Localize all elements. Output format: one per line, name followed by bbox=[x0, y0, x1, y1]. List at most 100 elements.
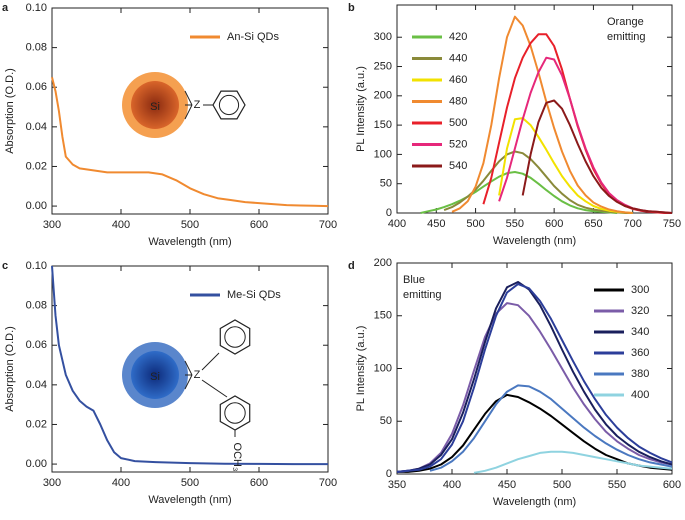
y-tick-label: 100 bbox=[374, 148, 392, 160]
x-tick-label: 400 bbox=[388, 218, 406, 230]
legend-label: 340 bbox=[631, 326, 649, 338]
x-tick-label: 350 bbox=[388, 479, 406, 491]
legend-label: 540 bbox=[449, 160, 467, 172]
y-tick-label: 0.06 bbox=[26, 339, 47, 351]
x-axis-label: Wavelength (nm) bbox=[493, 496, 576, 508]
y-axis-label: Absorption (O.D.) bbox=[4, 326, 16, 412]
y-tick-label: 200 bbox=[374, 257, 392, 269]
x-tick-label: 750 bbox=[663, 218, 681, 230]
x-tick-label: 700 bbox=[319, 477, 337, 489]
y-axis-label: PL Intensity (a.u.) bbox=[355, 66, 367, 152]
particle-core bbox=[131, 81, 179, 129]
x-tick-label: 400 bbox=[443, 479, 461, 491]
y-tick-label: 0 bbox=[386, 207, 392, 219]
series-line bbox=[429, 384, 673, 472]
series-line bbox=[498, 56, 673, 214]
bond bbox=[184, 90, 193, 106]
inset-label: Si bbox=[150, 371, 160, 383]
ring bbox=[212, 90, 246, 120]
ring bbox=[219, 319, 251, 355]
legend-label: 400 bbox=[631, 389, 649, 401]
x-tick-label: 550 bbox=[506, 218, 524, 230]
y-tick-label: 150 bbox=[374, 119, 392, 131]
legend-label: 500 bbox=[449, 117, 467, 129]
y-tick-label: 0.00 bbox=[26, 200, 47, 212]
ring-inner bbox=[218, 94, 240, 116]
particle-core bbox=[131, 351, 179, 399]
y-tick-label: 150 bbox=[374, 310, 392, 322]
y-tick-label: 0.10 bbox=[26, 260, 47, 272]
ring-inner bbox=[224, 402, 246, 424]
y-tick-label: 250 bbox=[374, 60, 392, 72]
legend-label: 360 bbox=[631, 347, 649, 359]
x-tick-label: 600 bbox=[250, 219, 268, 231]
y-tick-label: 0.04 bbox=[26, 379, 47, 391]
plot-frame bbox=[51, 265, 329, 473]
panel-label: b bbox=[348, 2, 355, 14]
inset-label: Z bbox=[194, 99, 201, 111]
x-tick-label: 700 bbox=[319, 219, 337, 231]
ring-inner bbox=[224, 326, 246, 348]
legend-label: 420 bbox=[449, 31, 467, 43]
series-line bbox=[451, 15, 633, 214]
y-axis-label: Absorption (O.D.) bbox=[4, 68, 16, 154]
series-line bbox=[420, 171, 618, 214]
x-tick-label: 600 bbox=[663, 479, 681, 491]
legend-label: 520 bbox=[449, 138, 467, 150]
series-line bbox=[396, 302, 673, 473]
x-tick-label: 400 bbox=[112, 219, 130, 231]
inset-label: OCH₃ bbox=[231, 443, 243, 472]
x-tick-label: 500 bbox=[181, 219, 199, 231]
y-tick-label: 100 bbox=[374, 362, 392, 374]
x-tick-label: 300 bbox=[43, 477, 61, 489]
x-tick-label: 450 bbox=[498, 479, 516, 491]
x-tick-label: 600 bbox=[545, 218, 563, 230]
x-tick-label: 650 bbox=[584, 218, 602, 230]
series-line bbox=[498, 117, 633, 214]
bond bbox=[201, 352, 220, 371]
legend-label: 440 bbox=[449, 52, 467, 64]
x-tick-label: 550 bbox=[608, 479, 626, 491]
x-axis-label: Wavelength (nm) bbox=[493, 235, 576, 247]
x-axis-label: Wavelength (nm) bbox=[148, 494, 231, 506]
legend-label: 320 bbox=[631, 305, 649, 317]
y-tick-label: 0.02 bbox=[26, 418, 47, 430]
x-tick-label: 500 bbox=[181, 477, 199, 489]
y-tick-label: 0.00 bbox=[26, 458, 47, 470]
x-tick-label: 500 bbox=[466, 218, 484, 230]
panel-label: a bbox=[2, 2, 9, 14]
bond bbox=[184, 360, 193, 376]
plot-frame bbox=[51, 7, 329, 215]
y-axis-label: PL Intensity (a.u.) bbox=[355, 326, 367, 412]
legend-label: Me-Si QDs bbox=[227, 289, 281, 301]
ring bbox=[219, 395, 251, 431]
series-line bbox=[396, 283, 673, 473]
y-tick-label: 50 bbox=[380, 178, 392, 190]
legend-label: 300 bbox=[631, 284, 649, 296]
y-tick-label: 50 bbox=[380, 415, 392, 427]
x-tick-label: 700 bbox=[624, 218, 642, 230]
series-line bbox=[396, 281, 673, 473]
panel-label: c bbox=[2, 260, 8, 272]
annotation: emitting bbox=[403, 289, 442, 301]
x-tick-label: 500 bbox=[553, 479, 571, 491]
bond bbox=[184, 374, 193, 390]
series-line bbox=[521, 99, 673, 214]
y-tick-label: 0.02 bbox=[26, 160, 47, 172]
series-line bbox=[443, 150, 633, 214]
bond bbox=[184, 104, 193, 120]
inset-label: Z bbox=[194, 369, 201, 381]
annotation: Orange bbox=[607, 16, 644, 28]
series-line bbox=[51, 77, 329, 208]
x-tick-label: 450 bbox=[427, 218, 445, 230]
legend-label: 480 bbox=[449, 95, 467, 107]
y-tick-label: 0.08 bbox=[26, 300, 47, 312]
y-tick-label: 0.08 bbox=[26, 42, 47, 54]
annotation: emitting bbox=[607, 31, 646, 43]
series-line bbox=[51, 265, 328, 466]
y-tick-label: 0 bbox=[386, 468, 392, 480]
y-tick-label: 0.06 bbox=[26, 81, 47, 93]
x-tick-label: 600 bbox=[250, 477, 268, 489]
y-tick-label: 0.10 bbox=[26, 2, 47, 14]
